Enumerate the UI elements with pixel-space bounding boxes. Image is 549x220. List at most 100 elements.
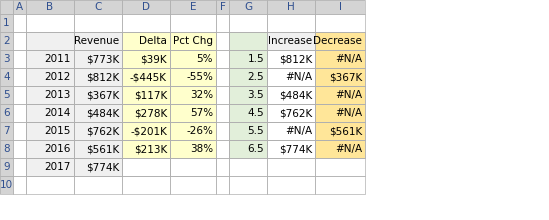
Bar bbox=[170, 104, 216, 122]
Bar bbox=[267, 104, 315, 122]
Bar bbox=[170, 122, 216, 140]
Bar bbox=[170, 50, 216, 68]
Bar bbox=[315, 140, 365, 158]
Bar bbox=[267, 104, 315, 122]
Text: $278K: $278K bbox=[134, 108, 167, 118]
Bar bbox=[315, 86, 365, 104]
Bar bbox=[229, 104, 267, 122]
Text: -$445K: -$445K bbox=[130, 72, 167, 82]
Text: 2014: 2014 bbox=[44, 108, 71, 118]
Bar bbox=[229, 86, 267, 104]
Bar bbox=[74, 158, 122, 176]
Bar bbox=[315, 122, 365, 140]
Bar bbox=[13, 122, 26, 140]
Text: 3: 3 bbox=[3, 54, 10, 64]
Text: 9: 9 bbox=[3, 162, 10, 172]
Bar bbox=[315, 32, 365, 50]
Bar bbox=[0, 158, 13, 176]
Bar bbox=[216, 104, 229, 122]
Bar bbox=[267, 50, 315, 68]
Bar bbox=[170, 140, 216, 158]
Bar bbox=[13, 68, 26, 86]
Bar bbox=[74, 68, 122, 86]
Bar bbox=[315, 176, 365, 194]
Bar bbox=[315, 122, 365, 140]
Bar bbox=[315, 50, 365, 68]
Bar bbox=[26, 122, 74, 140]
Bar bbox=[74, 14, 122, 32]
Bar bbox=[74, 122, 122, 140]
Bar bbox=[74, 50, 122, 68]
Text: $762K: $762K bbox=[279, 108, 312, 118]
Bar bbox=[315, 14, 365, 32]
Bar bbox=[170, 158, 216, 176]
Bar bbox=[216, 50, 229, 68]
Text: #N/A: #N/A bbox=[335, 144, 362, 154]
Bar bbox=[13, 140, 26, 158]
Bar bbox=[315, 50, 365, 68]
Bar bbox=[170, 86, 216, 104]
Bar bbox=[0, 32, 13, 50]
Bar bbox=[216, 122, 229, 140]
Bar bbox=[122, 104, 170, 122]
Bar bbox=[170, 14, 216, 32]
Text: -26%: -26% bbox=[186, 126, 213, 136]
Bar bbox=[74, 86, 122, 104]
Bar bbox=[13, 32, 26, 50]
Bar bbox=[122, 32, 170, 50]
Bar bbox=[74, 32, 122, 50]
Bar bbox=[26, 50, 74, 68]
Bar bbox=[0, 86, 13, 104]
Bar bbox=[216, 158, 229, 176]
Bar bbox=[170, 68, 216, 86]
Bar bbox=[170, 158, 216, 176]
Bar bbox=[229, 104, 267, 122]
Bar bbox=[216, 104, 229, 122]
Bar bbox=[13, 176, 26, 194]
Bar bbox=[0, 158, 13, 176]
Text: $484K: $484K bbox=[279, 90, 312, 100]
Bar bbox=[74, 122, 122, 140]
Bar bbox=[229, 14, 267, 32]
Text: 32%: 32% bbox=[190, 90, 213, 100]
Bar bbox=[74, 104, 122, 122]
Text: $812K: $812K bbox=[279, 54, 312, 64]
Bar bbox=[74, 32, 122, 50]
Bar bbox=[216, 14, 229, 32]
Text: $484K: $484K bbox=[86, 108, 119, 118]
Bar bbox=[216, 0, 229, 14]
Bar bbox=[74, 86, 122, 104]
Bar bbox=[267, 50, 315, 68]
Text: Increase: Increase bbox=[268, 36, 312, 46]
Text: 2.5: 2.5 bbox=[248, 72, 264, 82]
Bar bbox=[13, 50, 26, 68]
Text: 38%: 38% bbox=[190, 144, 213, 154]
Text: 2013: 2013 bbox=[44, 90, 71, 100]
Bar bbox=[122, 86, 170, 104]
Bar bbox=[216, 86, 229, 104]
Text: $774K: $774K bbox=[279, 144, 312, 154]
Text: A: A bbox=[16, 2, 23, 12]
Text: I: I bbox=[339, 2, 341, 12]
Bar bbox=[315, 68, 365, 86]
Bar bbox=[13, 0, 26, 14]
Bar bbox=[122, 50, 170, 68]
Bar bbox=[0, 122, 13, 140]
Bar bbox=[74, 68, 122, 86]
Bar bbox=[216, 140, 229, 158]
Text: 6: 6 bbox=[3, 108, 10, 118]
Bar bbox=[13, 122, 26, 140]
Bar bbox=[170, 32, 216, 50]
Bar bbox=[315, 122, 365, 140]
Bar bbox=[26, 176, 74, 194]
Bar bbox=[122, 122, 170, 140]
Bar bbox=[315, 0, 365, 14]
Bar bbox=[170, 140, 216, 158]
Bar bbox=[229, 122, 267, 140]
Bar bbox=[216, 122, 229, 140]
Bar bbox=[74, 140, 122, 158]
Bar bbox=[267, 122, 315, 140]
Bar bbox=[0, 176, 13, 194]
Bar bbox=[26, 68, 74, 86]
Bar bbox=[229, 104, 267, 122]
